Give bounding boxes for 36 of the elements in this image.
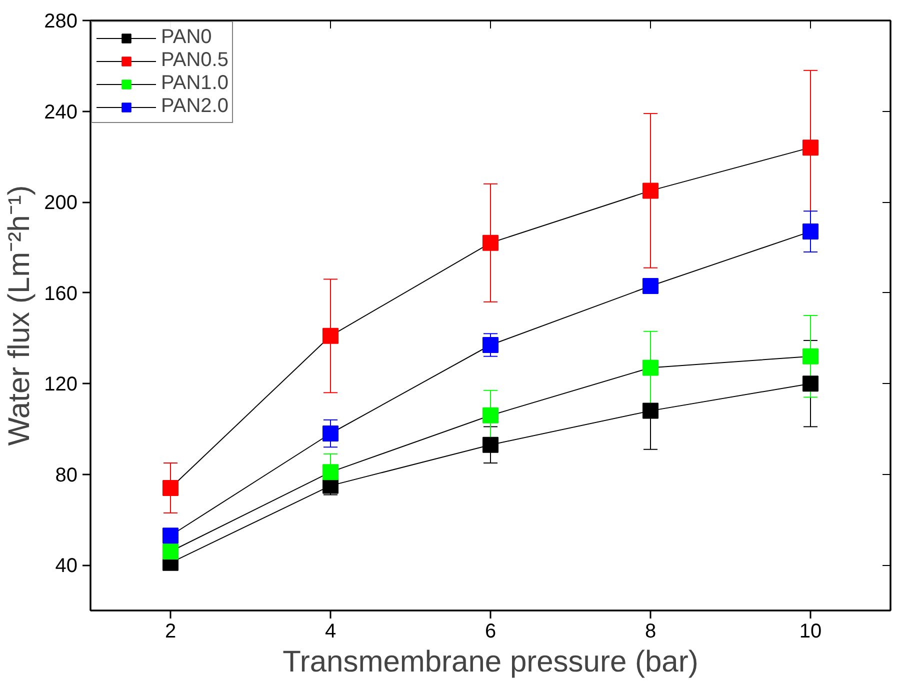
x-tick-label: 8 (644, 620, 656, 642)
y-tick-label: 280 (44, 10, 78, 32)
point (802, 376, 818, 392)
legend-label: PAN1.0 (161, 72, 228, 95)
point (322, 464, 338, 480)
legend-label: PAN0 (161, 26, 212, 49)
point (802, 348, 818, 364)
point (802, 224, 818, 240)
y-tick-label: 240 (44, 101, 78, 124)
point (162, 480, 178, 496)
point (162, 528, 178, 544)
point (162, 544, 178, 560)
point (642, 182, 658, 199)
point (482, 407, 498, 424)
y-tick-label: 200 (44, 192, 78, 214)
x-axis-title: Transmembrane pressure (bar) (282, 646, 698, 678)
y-axis-title: Water flux (Lm⁻²h⁻¹) (3, 185, 36, 446)
y-tick-label: 80 (55, 464, 78, 486)
x-tick-label: 10 (799, 620, 822, 642)
y-tick-label: 160 (44, 282, 78, 305)
point (482, 337, 498, 353)
legend-label: PAN0.5 (161, 49, 228, 72)
x-tick-label: 6 (484, 620, 496, 642)
point (322, 328, 338, 344)
point (322, 426, 338, 442)
point (482, 234, 498, 251)
y-tick-label: 40 (55, 555, 78, 578)
legend-label: PAN2.0 (161, 95, 228, 118)
y-tick-label: 120 (44, 374, 78, 396)
point (642, 402, 658, 419)
point (642, 278, 658, 294)
point (802, 140, 818, 156)
x-tick-label: 2 (164, 620, 176, 642)
point (482, 436, 498, 453)
point (642, 360, 658, 376)
x-tick-label: 4 (324, 620, 336, 642)
